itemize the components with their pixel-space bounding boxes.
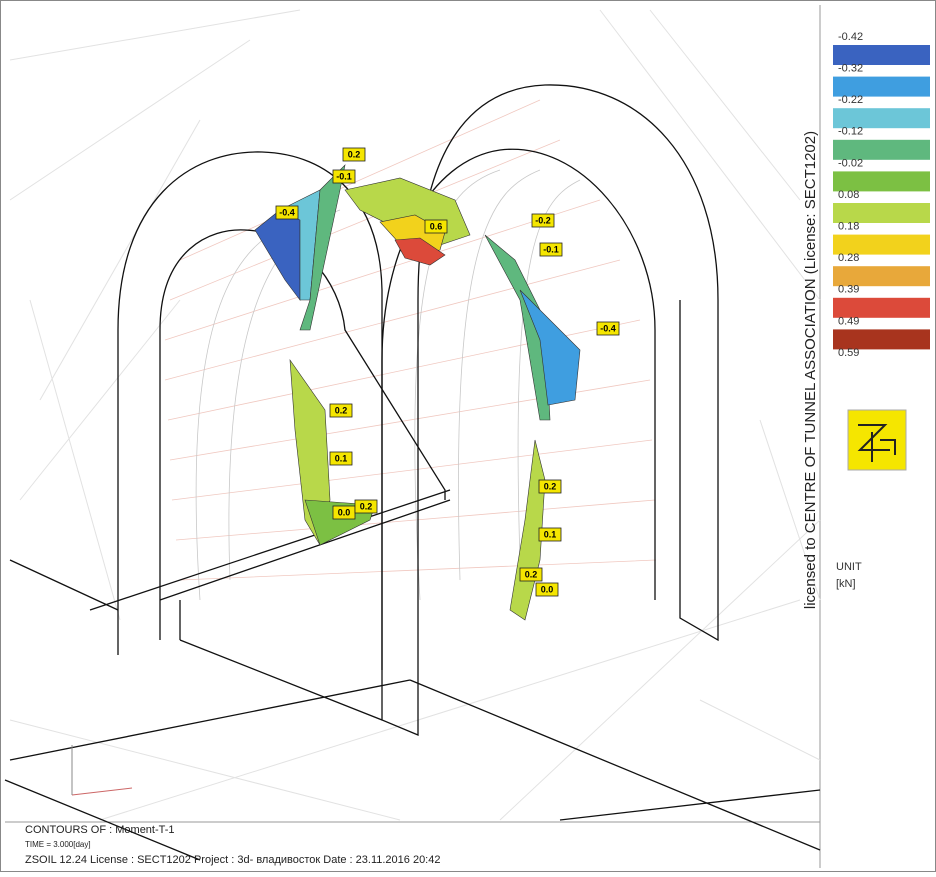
- annotation: -0.4: [279, 207, 295, 217]
- unit-label: UNIT: [836, 561, 862, 573]
- annotation: 0.2: [348, 149, 361, 159]
- annotation: 0.6: [430, 221, 443, 231]
- unit-value: [kN]: [836, 578, 856, 590]
- legend-label: -0.32: [838, 63, 863, 75]
- annotation: 0.2: [544, 481, 557, 491]
- legend-label: -0.42: [838, 31, 863, 43]
- annotation: -0.2: [535, 215, 551, 225]
- info-label: ZSOIL 12.24 License : SECT1202 Project :…: [25, 854, 440, 866]
- frame: [1, 1, 936, 872]
- legend-label: 0.08: [838, 189, 859, 201]
- legend-label: -0.12: [838, 126, 863, 138]
- screenshot: CONTOURS OF : Moment-T-1 TIME = 3.000[da…: [0, 0, 936, 872]
- annotation: 0.2: [360, 501, 373, 511]
- annotation: -0.1: [543, 244, 559, 254]
- license-text: licensed to CENTRE OF TUNNEL ASSOCIATION…: [802, 131, 819, 609]
- annotation: 0.2: [335, 405, 348, 415]
- logo: [848, 410, 906, 470]
- annotation: 0.2: [525, 569, 538, 579]
- legend-label: 0.18: [838, 221, 859, 233]
- legend-label: 0.49: [838, 315, 859, 327]
- annotation: 0.0: [541, 584, 554, 594]
- annotation: 0.1: [335, 453, 348, 463]
- annotation: 0.0: [338, 507, 351, 517]
- contours-label: CONTOURS OF : Moment-T-1: [25, 824, 175, 836]
- legend-label: -0.02: [838, 157, 863, 169]
- legend-label: 0.28: [838, 252, 859, 264]
- legend-label: 0.39: [838, 284, 859, 296]
- legend-label: 0.59: [838, 347, 859, 359]
- legend-label: -0.22: [838, 94, 863, 106]
- time-label: TIME = 3.000[day]: [25, 840, 91, 849]
- annotation: 0.1: [544, 529, 557, 539]
- annotation: -0.1: [336, 171, 352, 181]
- annotation: -0.4: [600, 323, 616, 333]
